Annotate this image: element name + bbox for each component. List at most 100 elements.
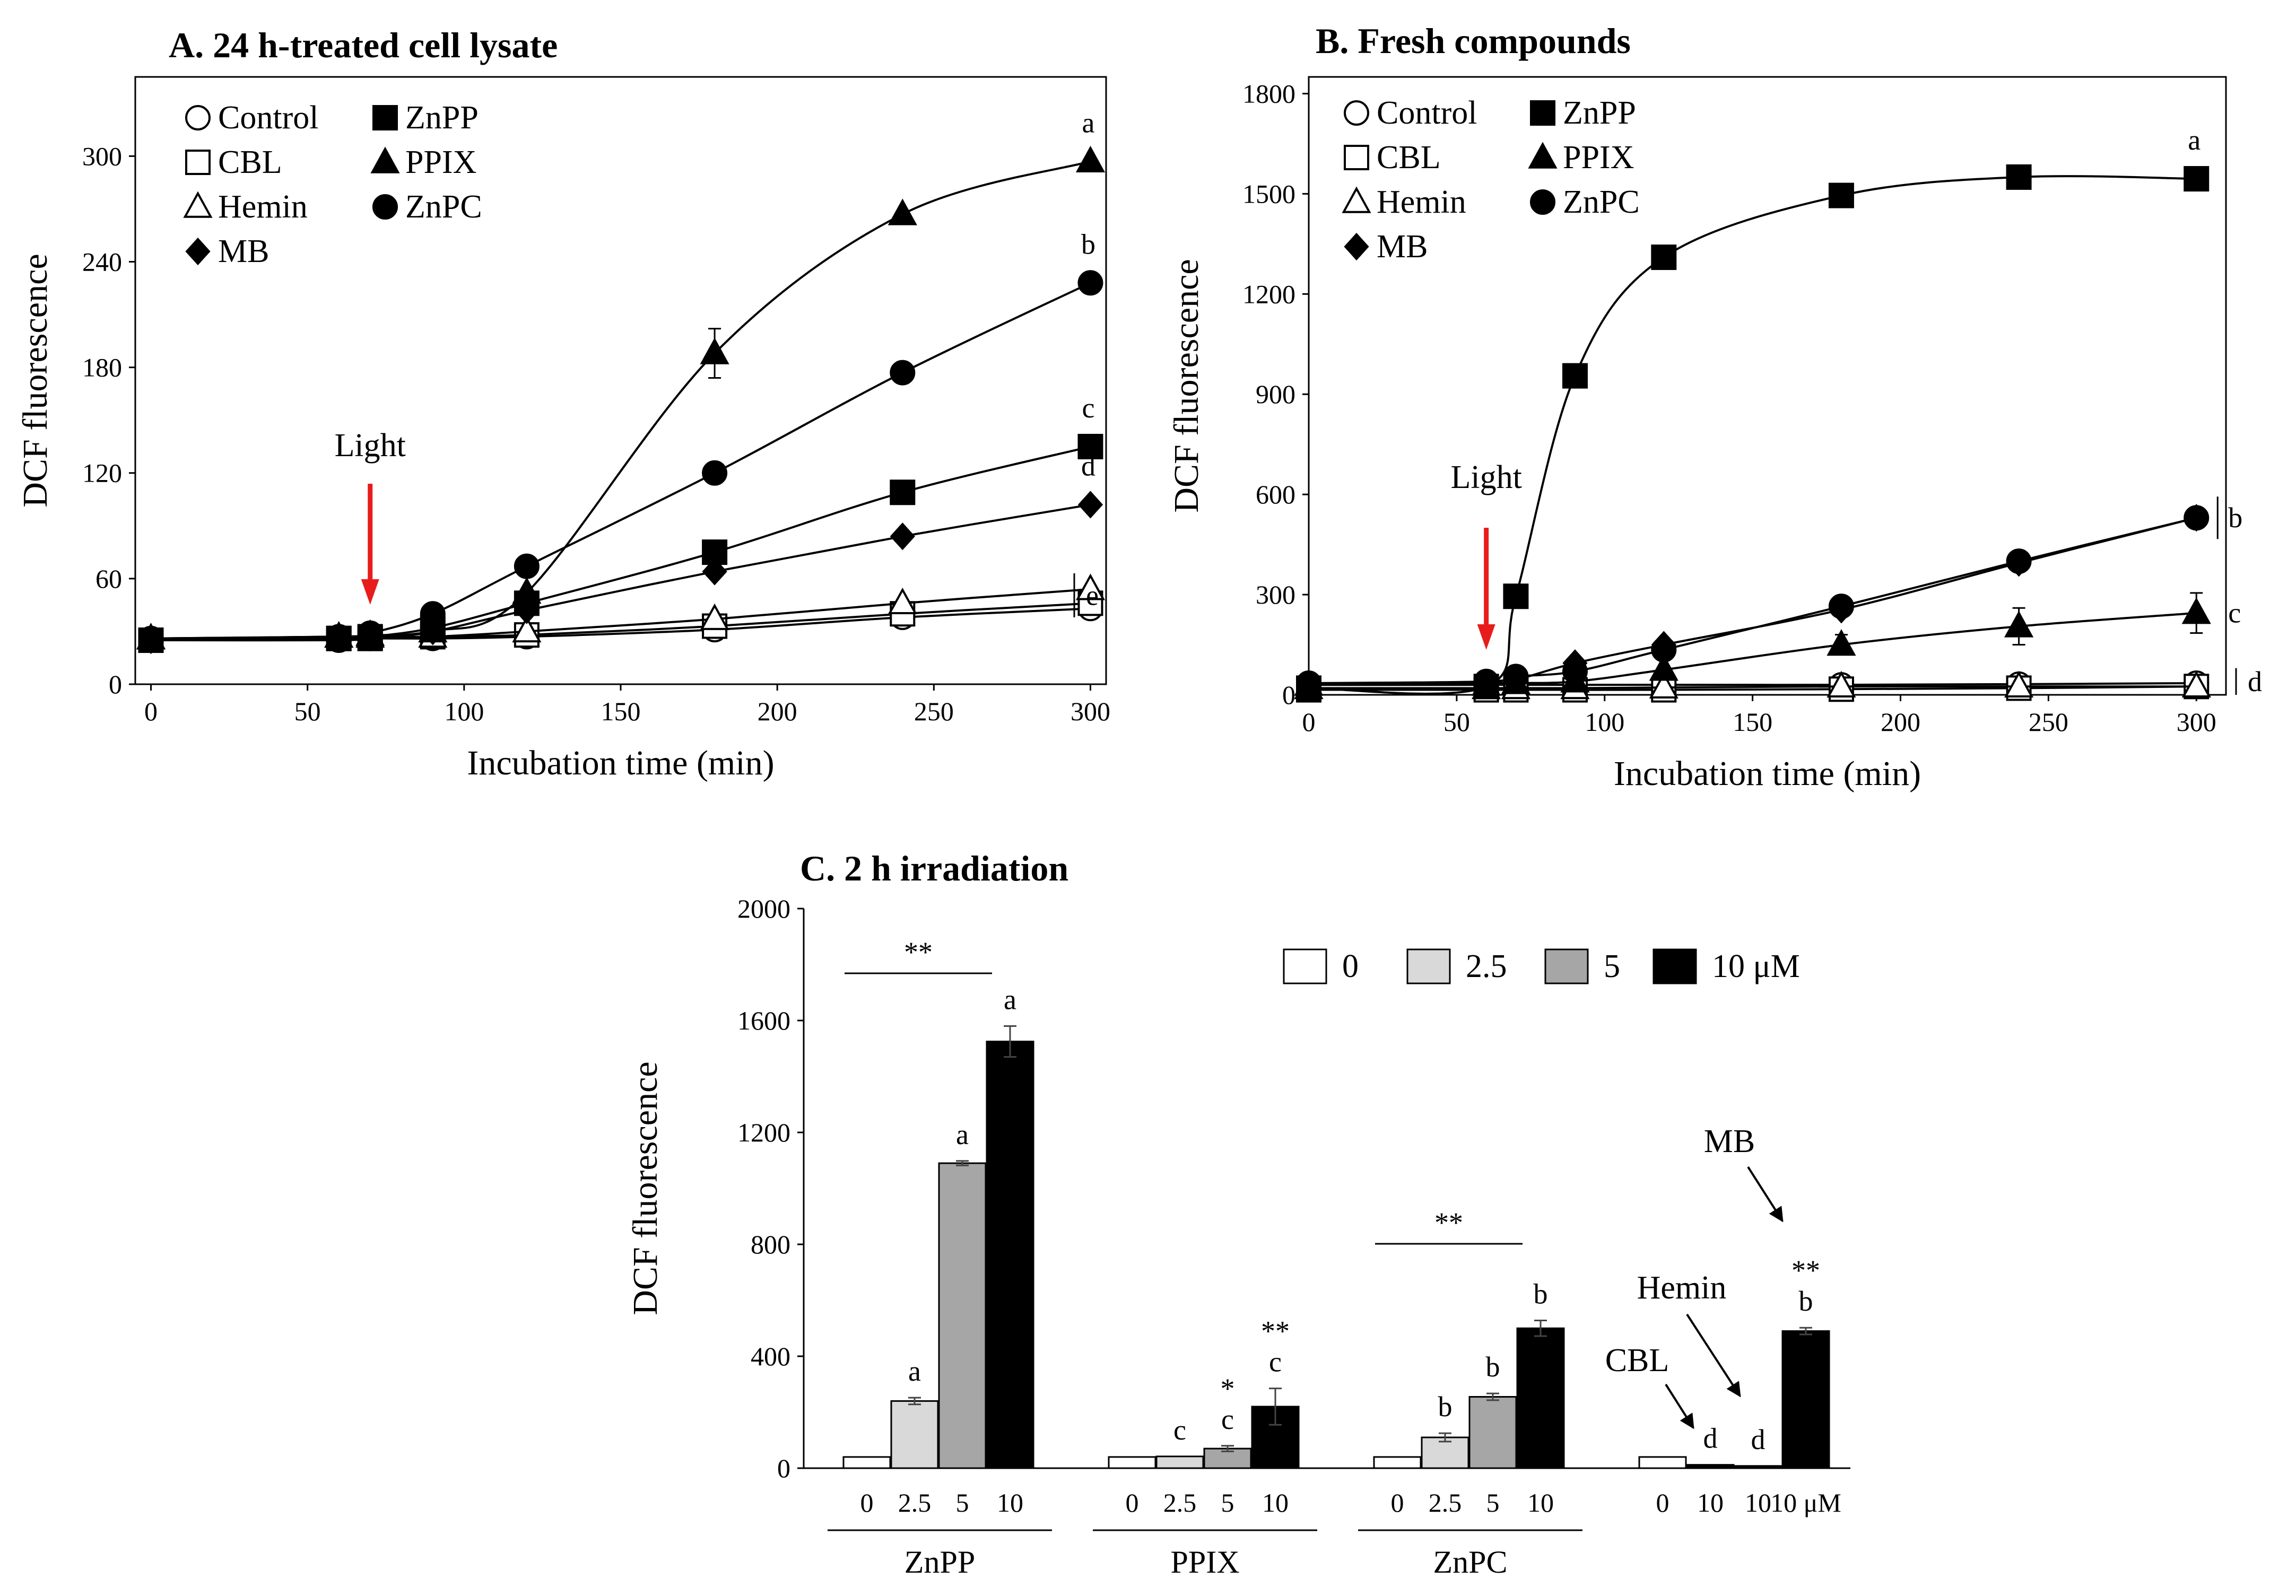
panel-b-point-hemin — [2004, 670, 2034, 697]
panel-b-legend-label-znpp: ZnPP — [1563, 95, 1636, 131]
panel-c-sig-letter: a — [908, 1355, 921, 1387]
panel-a-legend-item-znpp: ZnPP — [372, 100, 479, 136]
panel-b-sig-label-a: a — [2188, 124, 2201, 156]
panel-c-bar-control-0 — [1638, 1456, 1687, 1469]
panel-a-legend-label-control: Control — [218, 100, 318, 136]
panel-a-point-hemin — [1075, 573, 1106, 600]
panel-b-point-ppix — [1649, 654, 1678, 681]
panel-b-y-tick-label: 300 — [1256, 580, 1295, 609]
panel-c-group-znpc: 0 b 2.5 b 5 b 10 ZnPC ** — [1358, 1207, 1582, 1580]
panel-a-series-znpc — [138, 270, 1103, 651]
panel-a-legend-marker-hemin — [183, 191, 213, 218]
panel-b-legend-label-mb: MB — [1377, 229, 1428, 265]
panel-a-x-tick-label: 0 — [144, 696, 158, 726]
panel-c-legend-swatch-2-5 — [1406, 948, 1451, 984]
panel-c-annotation-arrow-hemin — [1686, 1313, 1741, 1398]
panel-c-legend-label-2-5: 2.5 — [1466, 948, 1507, 984]
panel-b-point-znpc — [2006, 548, 2032, 574]
panel-b-point-znpc — [1828, 594, 1854, 620]
panel-c-y-tick-label: 400 — [751, 1341, 790, 1371]
panel-c-sig-letter: c — [1269, 1346, 1282, 1378]
panel-b-point-znpc — [1296, 670, 1321, 696]
panel-c-sig-letter: d — [1751, 1424, 1766, 1455]
panel-a-legend-marker-control — [185, 105, 211, 130]
panel-b-x-tick-label: 50 — [1443, 707, 1470, 737]
panel-a-y-axis-title: DCF fluorescence — [16, 254, 55, 507]
panel-a-point-znpc — [420, 601, 446, 627]
panel-c-bar-mb-10-m — [1781, 1330, 1830, 1469]
panel-a-x-axis-title: Incubation time (min) — [467, 744, 774, 782]
panel-c-y-tick-label: 0 — [777, 1453, 790, 1483]
panel-c-bar-ppix-0 — [1108, 1456, 1156, 1469]
panel-b-x-tick-label: 0 — [1302, 707, 1316, 737]
panel-a-line-mb — [151, 503, 1091, 642]
panel-c-sig-letter: d — [1703, 1423, 1718, 1454]
panel-b-legend-item-cbl: CBL — [1344, 139, 1441, 176]
panel-a-point-znpc — [1077, 270, 1103, 296]
panel-a-sig-label-b: b — [1081, 228, 1095, 260]
panel-c-x-tick-label: 5 — [956, 1488, 969, 1517]
panel-b-legend-item-znpp: ZnPP — [1530, 95, 1636, 131]
panel-c-x-tick-label: 10 — [1262, 1488, 1289, 1517]
panel-c-legend-swatch-0 — [1283, 948, 1327, 984]
panel-b-point-ppix — [1827, 629, 1856, 656]
panel-b-sig-label-c: c — [2228, 597, 2241, 629]
panel-a-legend-marker-znpp — [372, 105, 398, 130]
panel-b-line-ppix — [1308, 612, 2197, 686]
panel-a-sig-label-e: e — [1086, 579, 1099, 611]
panel-a-sig-label-c: c — [1082, 392, 1094, 424]
panel-c-sig-letter: a — [956, 1119, 969, 1150]
panel-a-point-znpc — [890, 360, 916, 386]
panel-b-legend-item-mb: MB — [1344, 229, 1428, 265]
panel-c-x-tick-label: 5 — [1486, 1488, 1500, 1517]
panel-c-sig-letter: b — [1486, 1351, 1500, 1383]
panel-b-legend-label-hemin: Hemin — [1377, 184, 1466, 220]
panel-c-legend-swatch-5 — [1544, 948, 1589, 984]
panel-b-legend-item-ppix: PPIX — [1528, 139, 1634, 176]
panel-a-y-tick-label: 180 — [82, 353, 122, 382]
panel-b-x-tick-label: 300 — [2177, 707, 2216, 737]
panel-c-annotation-arrow-cbl — [1665, 1383, 1694, 1429]
panel-b-series-ppix — [1294, 592, 2211, 696]
panel-b-y-tick-label: 600 — [1256, 479, 1295, 509]
panel-a-y-tick-label: 300 — [82, 141, 122, 171]
panel-b-point-znpp — [2006, 164, 2032, 190]
panel-c-sig-letter: c — [1173, 1414, 1186, 1446]
panel-b-legend-marker-control — [1344, 100, 1369, 126]
panel-a-y-tick-label: 240 — [82, 247, 122, 276]
panel-a-point-znpp — [702, 539, 728, 565]
panel-a-x-tick-label: 150 — [601, 696, 641, 726]
panel-a-point-znpc — [326, 624, 352, 650]
panel-c-sig-letter: b — [1799, 1285, 1813, 1317]
panel-c-x-tick-label: 2.5 — [898, 1488, 932, 1517]
panel-b-x-tick-label: 150 — [1733, 707, 1772, 737]
panel-c-group-label: ZnPC — [1433, 1545, 1507, 1580]
panel-a-legend-item-znpc: ZnPC — [372, 189, 482, 225]
panel-b-sig-label-d: d — [2248, 666, 2262, 697]
panel-c-x-tick-label: 10 — [997, 1488, 1023, 1517]
panel-c-sig-star: ** — [1261, 1315, 1290, 1347]
panel-a-point-znpp — [890, 479, 916, 505]
panel-b-series-znpp — [1296, 164, 2210, 701]
panel-a-point-hemin — [888, 587, 917, 615]
panel-b-light-arrow-head — [1477, 624, 1495, 650]
panel-b-plot-frame — [1308, 76, 2227, 696]
panel-b-legend-label-control: Control — [1377, 95, 1477, 131]
panel-b-point-znpp — [1828, 182, 1854, 208]
panel-b-legend-item-control: Control — [1344, 95, 1477, 131]
panel-a-x-tick-label: 200 — [758, 696, 797, 726]
panel-b-point-znpp — [1651, 245, 1677, 271]
panel-a-legend-item-hemin: Hemin — [183, 189, 308, 225]
panel-c-group-znpp: 0 a 2.5 a 5 a 10 ZnPP ** — [828, 936, 1052, 1580]
panel-c-sig-star: * — [1221, 1373, 1235, 1405]
panel-c-legend-item-5: 5 — [1544, 948, 1620, 984]
panel-b-y-tick-label: 1500 — [1242, 179, 1295, 208]
panel-a-legend-marker-mb — [185, 237, 211, 266]
panel-b-point-ppix — [2181, 597, 2211, 624]
panel-b-legend-label-ppix: PPIX — [1563, 139, 1634, 176]
panel-c-bar-cbl-10 — [1686, 1464, 1735, 1469]
panel-c-legend-label-0: 0 — [1342, 948, 1359, 984]
panel-b-point-znpc — [1562, 658, 1588, 684]
panel-c-y-tick-label: 1200 — [737, 1118, 790, 1147]
panel-a-point-mb — [702, 557, 727, 586]
